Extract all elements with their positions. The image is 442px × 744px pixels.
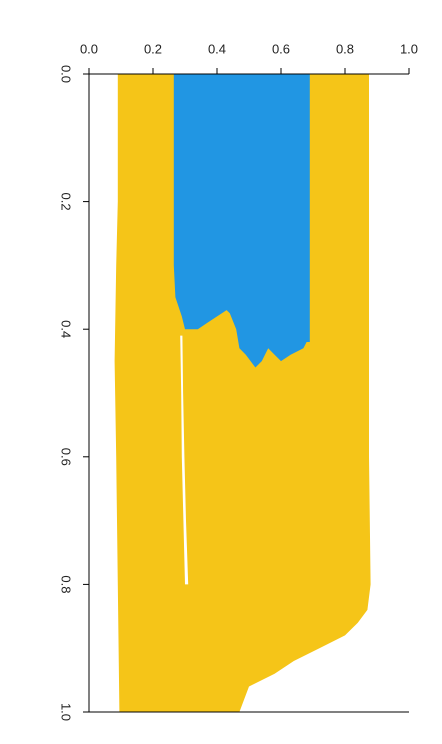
x-tick-label: 0.8 xyxy=(336,41,354,56)
x-tick-label: 0.0 xyxy=(80,41,98,56)
y-tick-label: 0.0 xyxy=(59,65,74,83)
ticks-layer: 0.0 0.2 0.4 0.6 0.8 1.0 0.0 0.2 0.4 0.6 0.8 1.0 xyxy=(59,41,418,721)
y-tick-label: 0.4 xyxy=(59,320,74,338)
x-tick-label: 0.2 xyxy=(144,41,162,56)
y-tick-label: 0.2 xyxy=(59,193,74,211)
area-series-blue xyxy=(173,74,310,368)
x-tick-label: 1.0 xyxy=(400,41,418,56)
x-tick-label: 0.6 xyxy=(272,41,290,56)
y-tick-label: 0.8 xyxy=(59,575,74,593)
area-gap-0 xyxy=(180,335,189,585)
y-tick-label: 1.0 xyxy=(59,703,74,721)
plot-layer xyxy=(114,74,371,712)
y-tick-label: 0.6 xyxy=(59,448,74,466)
axes-layer xyxy=(88,73,409,713)
x-tick-label: 0.4 xyxy=(208,41,226,56)
